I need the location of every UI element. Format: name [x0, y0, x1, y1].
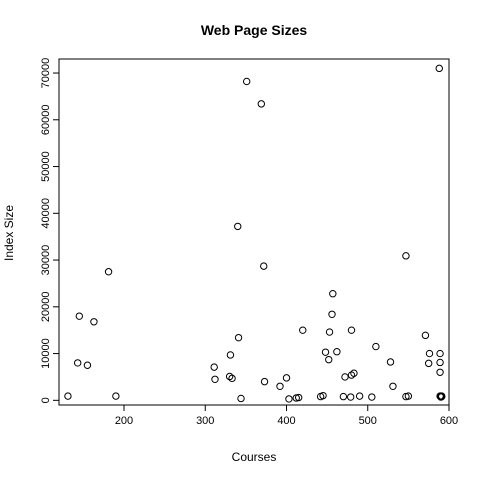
- data-point: [112, 392, 120, 400]
- data-point: [402, 252, 410, 260]
- data-point: [211, 375, 219, 383]
- data-point: [90, 318, 98, 326]
- data-points: [64, 64, 446, 403]
- data-point: [372, 342, 380, 351]
- data-point: [436, 358, 444, 367]
- data-point: [329, 290, 337, 298]
- data-point: [404, 392, 413, 400]
- data-point: [339, 392, 348, 401]
- data-point: [285, 395, 293, 403]
- data-point: [228, 374, 236, 383]
- chart-title: Web Page Sizes: [201, 22, 308, 38]
- data-point: [260, 262, 268, 270]
- data-point: [386, 358, 395, 366]
- data-point: [319, 391, 327, 400]
- y-tick-label: 50000: [40, 151, 52, 182]
- data-point: [341, 373, 349, 381]
- x-tick-label: 300: [196, 415, 214, 427]
- data-point: [346, 393, 355, 401]
- data-point: [257, 100, 266, 108]
- data-point: [225, 372, 234, 381]
- y-tick-label: 40000: [40, 198, 52, 229]
- y-tick-label: 0: [40, 397, 52, 403]
- data-point: [75, 312, 84, 320]
- data-point: [347, 326, 356, 334]
- data-point: [321, 348, 330, 356]
- data-point: [425, 349, 434, 358]
- data-point: [64, 392, 72, 400]
- data-point: [436, 349, 444, 358]
- data-point: [368, 393, 376, 401]
- data-point: [333, 347, 341, 356]
- x-tick-label: 400: [277, 415, 295, 427]
- data-point: [389, 382, 397, 390]
- data-point: [299, 326, 307, 334]
- x-tick-label: 500: [359, 415, 377, 427]
- data-point: [226, 351, 235, 359]
- data-point: [350, 369, 358, 377]
- data-point: [325, 355, 333, 364]
- y-tick-label: 30000: [40, 245, 52, 276]
- y-tick-label: 60000: [40, 104, 52, 135]
- data-point: [260, 377, 269, 386]
- data-point: [355, 392, 364, 400]
- data-point: [436, 368, 444, 376]
- data-point: [234, 222, 242, 231]
- data-point: [424, 359, 433, 368]
- data-point: [421, 331, 430, 340]
- y-tick-label: 70000: [40, 58, 52, 89]
- data-point: [435, 64, 443, 73]
- data-point: [328, 310, 336, 318]
- data-point: [73, 359, 82, 367]
- data-point: [437, 392, 446, 400]
- plot-frame: [58, 58, 450, 406]
- data-point: [234, 333, 243, 342]
- x-tick-label: 200: [115, 415, 133, 427]
- data-point: [347, 371, 356, 379]
- y-axis: 0 10000 20000 30000 40000 50000 60000 70000: [40, 58, 59, 403]
- data-point: [83, 361, 92, 369]
- data-point: [325, 328, 334, 336]
- x-axis-label: Courses: [232, 450, 277, 464]
- data-point: [294, 393, 303, 402]
- data-point: [276, 382, 284, 390]
- data-point: [282, 374, 291, 382]
- data-point: [242, 77, 251, 86]
- y-tick-label: 20000: [40, 292, 52, 323]
- data-point: [237, 394, 245, 403]
- data-point: [104, 268, 113, 276]
- x-axis: 200 300 400 500 600: [115, 405, 458, 427]
- y-tick-label: 10000: [40, 338, 52, 369]
- y-axis-label: Index Size: [2, 205, 16, 261]
- x-tick-label: 600: [440, 415, 458, 427]
- data-point: [210, 363, 218, 371]
